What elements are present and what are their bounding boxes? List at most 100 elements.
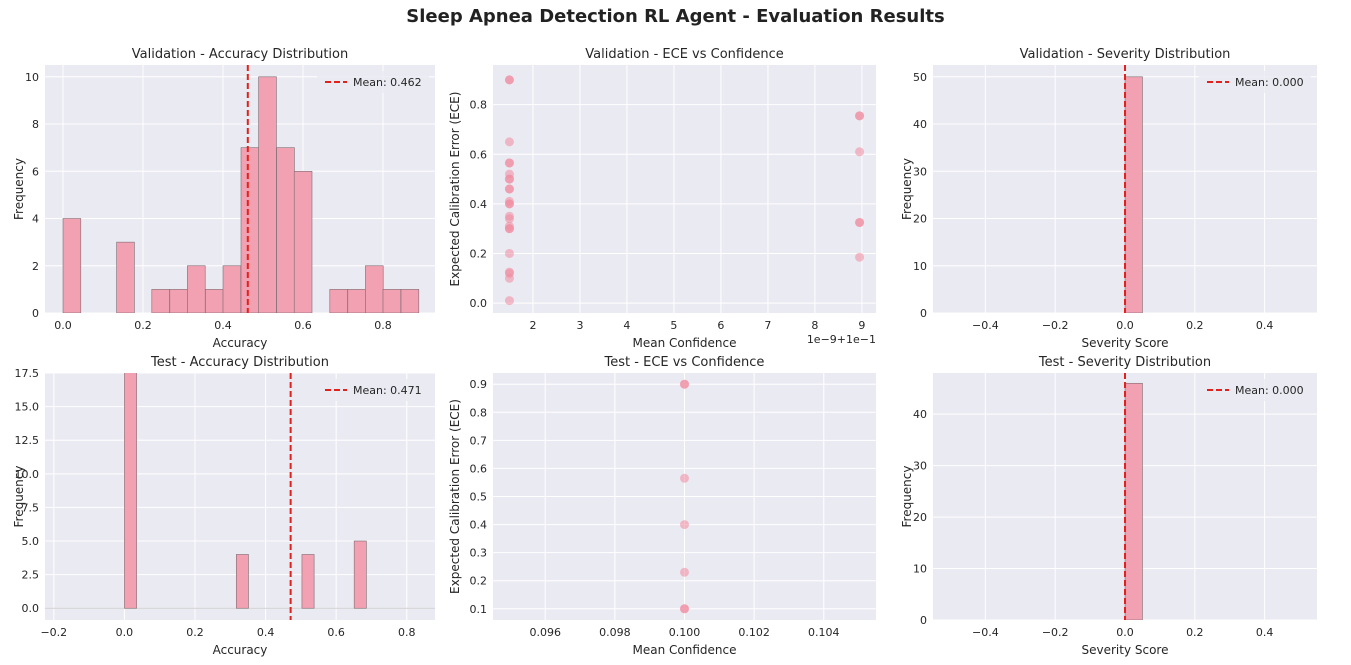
legend-label: Mean: 0.000 [1235,384,1304,397]
scatter-point [680,473,689,483]
x-tick-label: 0.6 [294,319,312,332]
histogram-bar [301,554,315,609]
scatter-point [504,296,514,306]
scatter-point [504,224,514,234]
scatter-point [504,199,514,209]
panel-val-ece: 2 3 4 5 6 7 8 9 0.0 0.2 0.4 0.6 0.8 Validation - ECE … [448,47,876,350]
y-tick-label: 0.6 [470,462,488,475]
x-tick-label: −0.2 [1042,626,1069,639]
y-tick-label: 0 [920,614,927,627]
scatter-point [680,567,689,577]
x-tick-label: 0.2 [1186,626,1204,639]
legend-label: Mean: 0.000 [1235,76,1304,89]
scatter-point [504,174,514,184]
y-tick-label: 12.5 [15,434,40,447]
scatter-point [504,75,514,85]
subplot-title: Test - Accuracy Distribution [150,355,329,370]
y-tick-label: 10 [25,71,39,84]
x-tick-label: 9 [858,319,865,332]
scatter-point [504,184,514,194]
x-tick-label: 0.4 [214,319,232,332]
y-tick-label: 10.0 [15,468,40,481]
y-tick-label: 4 [32,213,39,226]
x-tick-label: 0.0 [116,626,134,639]
y-axis-label: Frequency [900,466,914,528]
scatter-point [855,111,865,121]
histogram-bar [169,289,188,313]
y-tick-label: 20 [913,213,927,226]
plot-area [493,65,876,313]
x-tick-label: 0.4 [1256,319,1274,332]
x-axis-label: Mean Confidence [633,336,737,350]
x-tick-label: 0.4 [1256,626,1274,639]
y-tick-label: 8 [32,118,39,131]
histogram-bar [365,265,384,313]
x-tick-label: 0.102 [738,626,770,639]
panel-val-acc: 0.0 0.2 0.4 0.6 0.8 0 2 4 6 8 10 Mean: 0.462 Validat… [12,47,435,350]
legend-label: Mean: 0.462 [353,76,422,89]
x-tick-label: −0.4 [972,319,999,332]
histogram-bar [205,289,224,313]
y-tick-label: 0 [920,307,927,320]
legend: Mean: 0.471 [317,379,429,401]
y-axis-label: Frequency [12,158,26,220]
panel-test-acc: −0.2 0.0 0.2 0.4 0.6 0.80.02.55.07.510.012.51… [12,355,435,657]
x-tick-label: 0.0 [1116,319,1134,332]
data-layer [680,379,689,614]
x-tick-label: 3 [576,319,583,332]
subplot-title: Validation - Severity Distribution [1020,47,1231,62]
x-tick-label: 0.100 [669,626,701,639]
scatter-point [680,379,689,389]
data-layer [1124,373,1143,620]
histogram-bar [187,265,206,313]
y-tick-label: 0.1 [470,603,488,616]
y-axis-label: Frequency [12,466,26,528]
y-axis-label: Expected Calibration Error (ECE) [448,399,462,594]
subplot-title: Test - Severity Distribution [1038,355,1211,370]
histogram-bar [62,218,82,313]
y-tick-label: 0.0 [22,602,40,615]
histogram-bar [329,289,348,313]
y-tick-label: 40 [913,118,927,131]
y-tick-label: 15.0 [15,401,40,414]
y-tick-label: 6 [32,165,39,178]
legend: Mean: 0.462 [317,71,429,93]
scatter-point [855,147,865,157]
x-axis-label: Severity Score [1082,643,1169,657]
y-tick-label: 30 [913,460,927,473]
x-tick-label: −0.2 [1042,319,1069,332]
x-tick-label: 0.0 [54,319,72,332]
scatter-point [680,604,689,614]
histogram-bar [382,289,402,313]
histogram-bar [222,265,242,313]
histogram-bar [124,373,137,609]
scatter-point [504,248,514,258]
y-tick-label: 0.4 [470,198,488,211]
y-tick-label: 0.4 [470,519,488,532]
scatter-point [855,217,865,227]
x-offset-text: 1e−9+1e−1 [807,333,876,346]
y-tick-label: 0.6 [470,148,488,161]
y-tick-label: 0.2 [470,247,488,260]
x-tick-label: 0.4 [257,626,275,639]
y-tick-label: 50 [913,71,927,84]
panel-test-sev: −0.4 −0.2 0.0 0.2 0.4 0 10 20 30 40 Mean: 0.000 Tes… [900,355,1317,657]
legend-label: Mean: 0.471 [353,384,422,397]
y-tick-label: 2 [32,260,39,273]
x-axis-label: Severity Score [1082,336,1169,350]
data-layer [1124,65,1143,313]
scatter-point [855,252,865,262]
x-tick-label: 0.0 [1116,626,1134,639]
y-tick-label: 0.7 [470,434,488,447]
legend-box [317,379,429,401]
x-tick-label: 5 [670,319,677,332]
y-tick-label: 0.8 [470,99,488,112]
data-layer [45,373,435,620]
x-axis-label: Accuracy [213,336,268,350]
y-tick-label: 20 [913,511,927,524]
x-tick-label: 0.096 [529,626,561,639]
histogram-bar [353,540,367,609]
scatter-point [504,273,514,283]
scatter-point [504,214,514,224]
